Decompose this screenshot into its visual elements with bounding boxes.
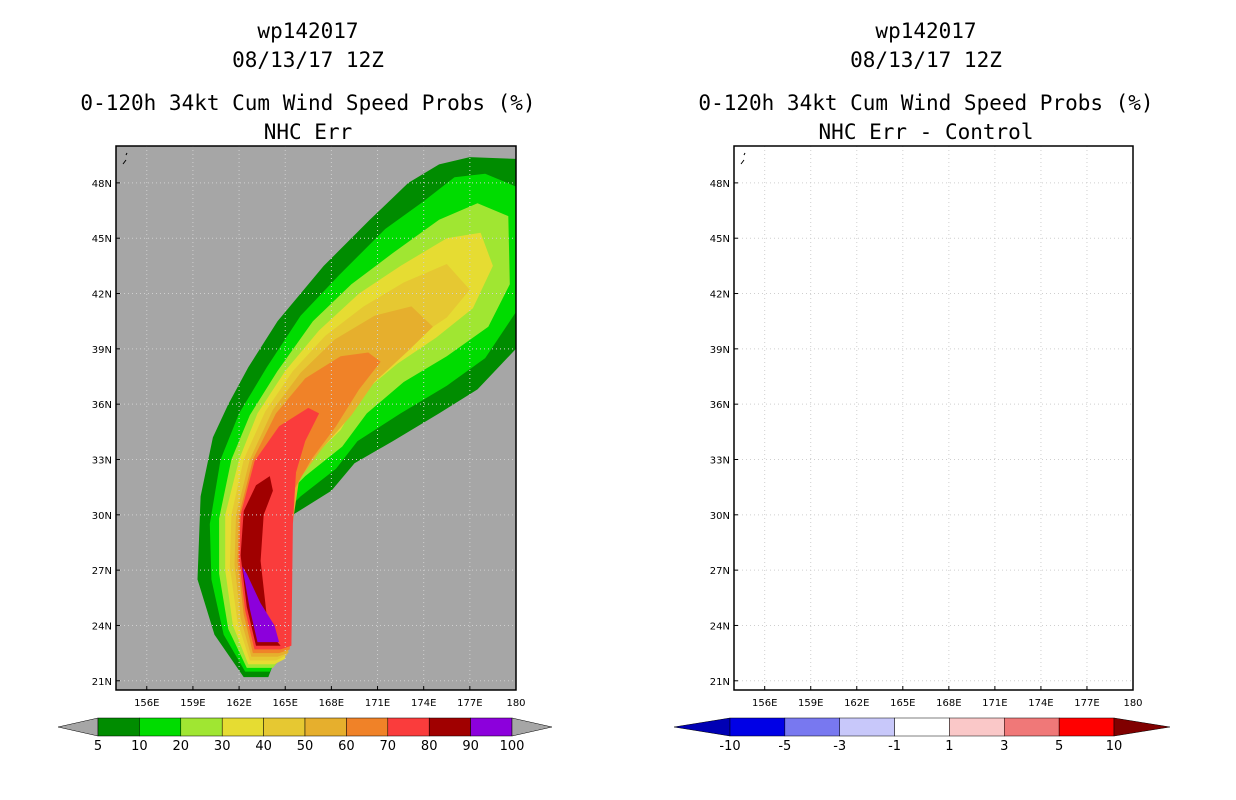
colorbar-swatch — [97, 717, 140, 737]
colorbar-swatch — [1058, 717, 1115, 737]
right-title-storm: wp142017 — [875, 19, 977, 43]
colorbar-label: -1 — [888, 739, 901, 754]
y-tick-label: 48N — [710, 179, 730, 190]
colorbar-swatch — [894, 717, 950, 737]
x-tick-label: 162E — [226, 698, 251, 709]
right-title-time: 08/13/17 12Z — [850, 48, 1002, 72]
right-map-panel: 156E 159E 162E 165E 168E 171E 174E 177E 180 21N 24… — [710, 145, 1143, 709]
map-background — [734, 146, 1133, 690]
x-tick-label: 165E — [890, 698, 915, 709]
colorbar-label: 5 — [1055, 739, 1063, 754]
colorbar-swatch — [180, 717, 223, 737]
colorbar-swatch — [221, 717, 264, 737]
colorbar-swatch — [428, 717, 471, 737]
colorbar-high-arrow — [511, 717, 553, 737]
x-tick-label: 174E — [1028, 698, 1053, 709]
colorbar-swatch — [470, 717, 513, 737]
colorbar-label: 3 — [1000, 739, 1008, 754]
colorbar-swatch — [263, 717, 306, 737]
y-tick-label: 36N — [92, 400, 112, 411]
colorbar-low-arrow — [673, 717, 731, 737]
colorbar-label: -3 — [833, 739, 846, 754]
y-tick-label: 21N — [710, 677, 730, 688]
right-title-product: 0-120h 34kt Cum Wind Speed Probs (%) — [698, 91, 1154, 115]
y-tick-label: 24N — [710, 621, 730, 632]
left-title-storm: wp142017 — [257, 19, 359, 43]
colorbar-swatch — [346, 717, 389, 737]
colorbar-label: 1 — [945, 739, 953, 754]
colorbar-label: 10 — [131, 739, 148, 754]
x-tick-label: 168E — [936, 698, 961, 709]
colorbar-label: 5 — [94, 739, 102, 754]
y-tick-label: 45N — [710, 234, 730, 245]
x-tick-label: 171E — [982, 698, 1007, 709]
x-tick-label: 156E — [752, 698, 777, 709]
left-title-product: 0-120h 34kt Cum Wind Speed Probs (%) — [80, 91, 536, 115]
colorbar-low-arrow — [57, 717, 99, 737]
right-colorbar: -10 -5 -3 -1 1 3 5 10 — [673, 717, 1171, 754]
colorbar-swatch — [784, 717, 840, 737]
x-tick-label: 177E — [457, 698, 482, 709]
contour-90 — [242, 566, 280, 643]
colorbar-swatch — [729, 717, 786, 737]
left-subtitle: NHC Err — [263, 120, 353, 144]
colorbar-label: 70 — [380, 739, 397, 754]
y-tick-label: 24N — [92, 621, 112, 632]
left-title-time: 08/13/17 12Z — [232, 48, 384, 72]
y-tick-label: 33N — [710, 455, 730, 466]
colorbar-swatch — [139, 717, 182, 737]
y-tick-label: 42N — [92, 290, 112, 301]
map-frame — [115, 145, 517, 691]
colorbar-label: 30 — [214, 739, 231, 754]
x-tick-label: 162E — [844, 698, 869, 709]
island-outline — [740, 152, 746, 165]
right-subtitle: NHC Err - Control — [818, 120, 1034, 144]
colorbar-swatch — [949, 717, 1005, 737]
map-frame — [733, 145, 1134, 691]
y-tick-label: 45N — [92, 234, 112, 245]
colorbar-label: 50 — [297, 739, 314, 754]
y-tick-label: 30N — [710, 511, 730, 522]
contour-30 — [225, 232, 493, 665]
y-tick-label: 39N — [92, 345, 112, 356]
colorbar-swatch — [304, 717, 347, 737]
x-tick-label: 159E — [180, 698, 205, 709]
colorbar-swatch — [1004, 717, 1060, 737]
colorbar-swatch — [839, 717, 895, 737]
colorbar-label: 40 — [255, 739, 272, 754]
left-map-panel: 156E 159E 162E 165E 168E 171E 174E 177E 180 21N 24… — [92, 145, 526, 709]
colorbar-label: -10 — [719, 739, 740, 754]
y-tick-label: 33N — [92, 455, 112, 466]
colorbar-label: 60 — [338, 739, 355, 754]
x-tick-label: 180 — [506, 698, 525, 709]
x-tick-label: 174E — [411, 698, 436, 709]
colorbar-label: 90 — [462, 739, 479, 754]
colorbar-high-arrow — [1113, 717, 1171, 737]
left-colorbar: 5 10 20 30 40 50 60 70 80 90 100 — [57, 717, 553, 754]
colorbar-label: 100 — [500, 739, 525, 754]
y-tick-label: 48N — [92, 179, 112, 190]
x-tick-label: 156E — [134, 698, 159, 709]
x-tick-label: 168E — [319, 698, 344, 709]
y-tick-label: 27N — [92, 566, 112, 577]
y-tick-label: 42N — [710, 290, 730, 301]
y-tick-label: 39N — [710, 345, 730, 356]
y-tick-label: 36N — [710, 400, 730, 411]
colorbar-swatch — [387, 717, 430, 737]
island-outline — [122, 152, 128, 165]
y-tick-label: 30N — [92, 511, 112, 522]
y-tick-label: 27N — [710, 566, 730, 577]
colorbar-label: 20 — [173, 739, 190, 754]
x-tick-label: 180 — [1123, 698, 1142, 709]
y-tick-label: 21N — [92, 677, 112, 688]
x-tick-label: 159E — [798, 698, 823, 709]
colorbar-label: 80 — [421, 739, 438, 754]
colorbar-label: -5 — [778, 739, 791, 754]
colorbar-label: 10 — [1106, 739, 1123, 754]
x-tick-label: 165E — [273, 698, 298, 709]
x-tick-label: 171E — [365, 698, 390, 709]
x-tick-label: 177E — [1074, 698, 1099, 709]
